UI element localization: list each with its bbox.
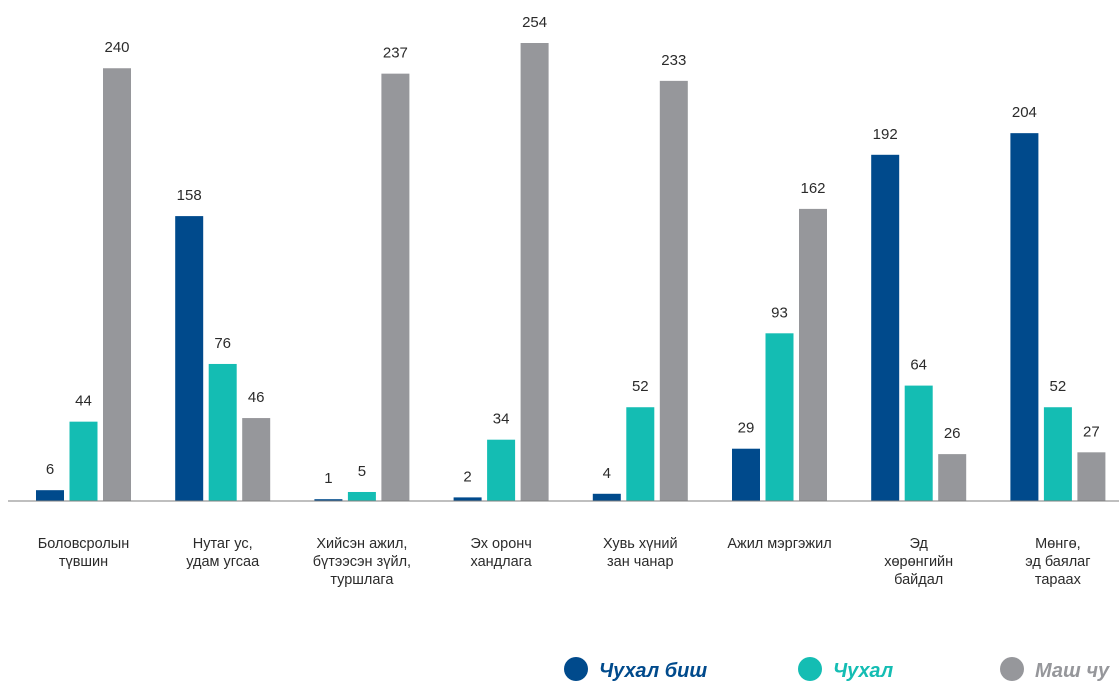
category-label: Эх оронч хандлага [470,536,532,570]
category-label: Ажил мэргэжил [727,536,831,552]
bar-1-4 [453,497,482,501]
bar-1-7 [871,154,900,501]
legend-marker-2 [798,657,822,681]
bar-3-1 [103,68,131,502]
bar-3-5 [659,80,688,501]
category-labels-layer: Боловсролын түвшин Нутаг ус, удам угсаа Хийс… [38,536,1091,588]
bar-2-8 [1043,407,1072,501]
bar-3-6 [799,208,827,501]
category-label: Хийсэн ажил, бүтээсэн зүйл, туршлага [313,536,411,588]
value-label: 52 [632,378,649,395]
value-label: 237 [383,45,408,62]
bar-1-5 [592,493,621,501]
category-label: Нутаг ус, удам угсаа [186,536,260,570]
value-label: 93 [771,304,788,321]
value-label: 6 [46,461,54,478]
value-label: 204 [1012,104,1037,121]
bar-2-6 [765,333,794,501]
category-label: Боловсролын түвшин [38,536,129,570]
value-label: 34 [493,411,510,428]
value-label: 5 [358,463,366,480]
category-label: Мөнгө, эд баялаг тараах [1025,536,1090,588]
value-label: 1 [324,470,332,487]
value-label: 4 [603,465,611,482]
value-labels-layer: 6 44 240 158 76 46 1 5 237 2 34 254 4 52 233 29 93 162 192… [46,14,1100,487]
bar-1-3 [314,499,343,501]
bar-1-8 [1010,133,1039,502]
value-label: 76 [214,335,231,352]
category-label: Хувь хүний зан чанар [603,536,678,570]
legend-marker-3 [1000,657,1024,681]
bar-2-7 [904,385,933,501]
value-label: 44 [75,393,92,410]
value-label: 29 [738,420,755,437]
value-label: 192 [873,126,898,143]
legend: Чухал биш Чухал Маш чу [564,657,1110,682]
bar-3-7 [938,454,967,501]
bar-2-3 [347,491,376,501]
bar-2-4 [487,439,516,501]
bars-layer [36,43,1106,502]
bar-2-1 [69,421,98,501]
bar-3-2 [242,418,271,501]
bar-1-1 [36,490,64,501]
legend-marker-1 [564,657,588,681]
bar-1-6 [732,448,760,501]
category-label: Эд хөрөнгийн байдал [884,536,953,588]
value-label: 26 [944,425,961,442]
bar-3-3 [381,73,410,502]
bar-2-5 [626,407,655,501]
value-label: 254 [522,14,547,31]
value-label: 240 [104,39,129,56]
value-label: 233 [661,52,686,69]
value-label: 52 [1050,378,1067,395]
value-label: 27 [1083,423,1100,440]
bar-3-4 [520,43,549,501]
legend-label-2: Чухал [833,660,894,682]
value-label: 158 [177,187,202,204]
value-label: 2 [463,468,471,485]
value-label: 64 [910,357,927,374]
bar-1-2 [175,216,204,501]
value-label: 46 [248,389,265,406]
legend-label-3: Маш чу [1035,660,1110,682]
bar-2-2 [208,363,237,501]
bar-3-8 [1077,452,1106,501]
legend-label-1: Чухал биш [599,660,707,682]
value-label: 162 [800,180,825,197]
